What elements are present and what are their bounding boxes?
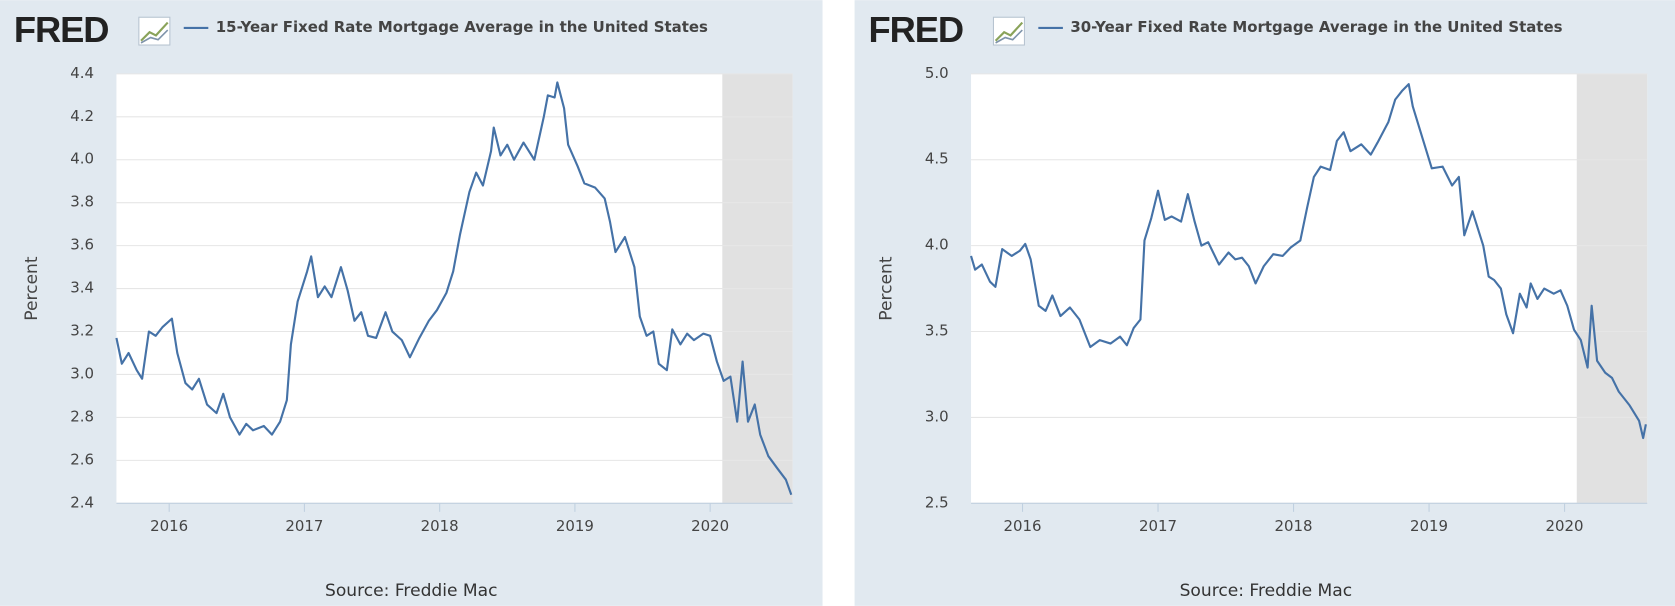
y-axis-label: Percent [877,256,897,321]
series-line [970,83,1647,440]
x-tick-label: 2018 [421,517,459,535]
legend-label: 15-Year Fixed Rate Mortgage Average in t… [216,18,708,36]
logo: FRED [14,9,109,50]
y-tick-label: 3.6 [70,236,94,254]
x-tick-label: 2017 [285,517,323,535]
recession-shade [1576,73,1648,504]
y-tick-label: 4.0 [925,236,949,254]
icon-line [995,29,1023,44]
x-tick-label: 2016 [150,517,188,535]
y-tick-label: 2.4 [70,493,94,511]
x-tick-label: 2018 [1275,517,1313,535]
logo-icon [138,16,171,46]
plot-area [971,73,1648,504]
logo-icon [992,16,1025,46]
y-tick-label: 3.4 [70,279,94,297]
y-tick-label: 4.2 [70,107,94,125]
x-tick-label: 2019 [556,517,594,535]
y-tick-label: 3.2 [70,322,94,340]
x-tick-label: 2020 [1546,517,1584,535]
x-tick-label: 2016 [1004,517,1042,535]
icon-line [140,29,169,44]
y-tick-label: 4.4 [70,64,94,82]
x-tick-label: 2019 [1410,517,1448,535]
x-tick-label: 2017 [1139,517,1177,535]
y-tick-label: 4.0 [70,150,94,168]
y-axis-label: Percent [22,256,42,321]
y-tick-label: 3.5 [925,322,949,340]
y-tick-label: 3.8 [70,193,94,211]
y-tick-label: 4.5 [925,150,949,168]
x-tick-label: 2020 [691,517,729,535]
legend-label: 30-Year Fixed Rate Mortgage Average in t… [1070,18,1562,36]
source-note: Source: Freddie Mac [325,581,498,601]
series-line [115,81,793,496]
logo: FRED [868,9,963,50]
y-tick-label: 2.8 [70,407,94,425]
icon-line [994,21,1024,42]
y-tick-label: 2.6 [70,450,94,468]
y-tick-label: 5.0 [925,64,949,82]
y-tick-label: 2.5 [925,493,949,511]
icon-line [140,21,169,42]
y-tick-label: 3.0 [70,364,94,382]
y-tick-label: 3.0 [925,407,949,425]
source-note: Source: Freddie Mac [1180,581,1353,601]
